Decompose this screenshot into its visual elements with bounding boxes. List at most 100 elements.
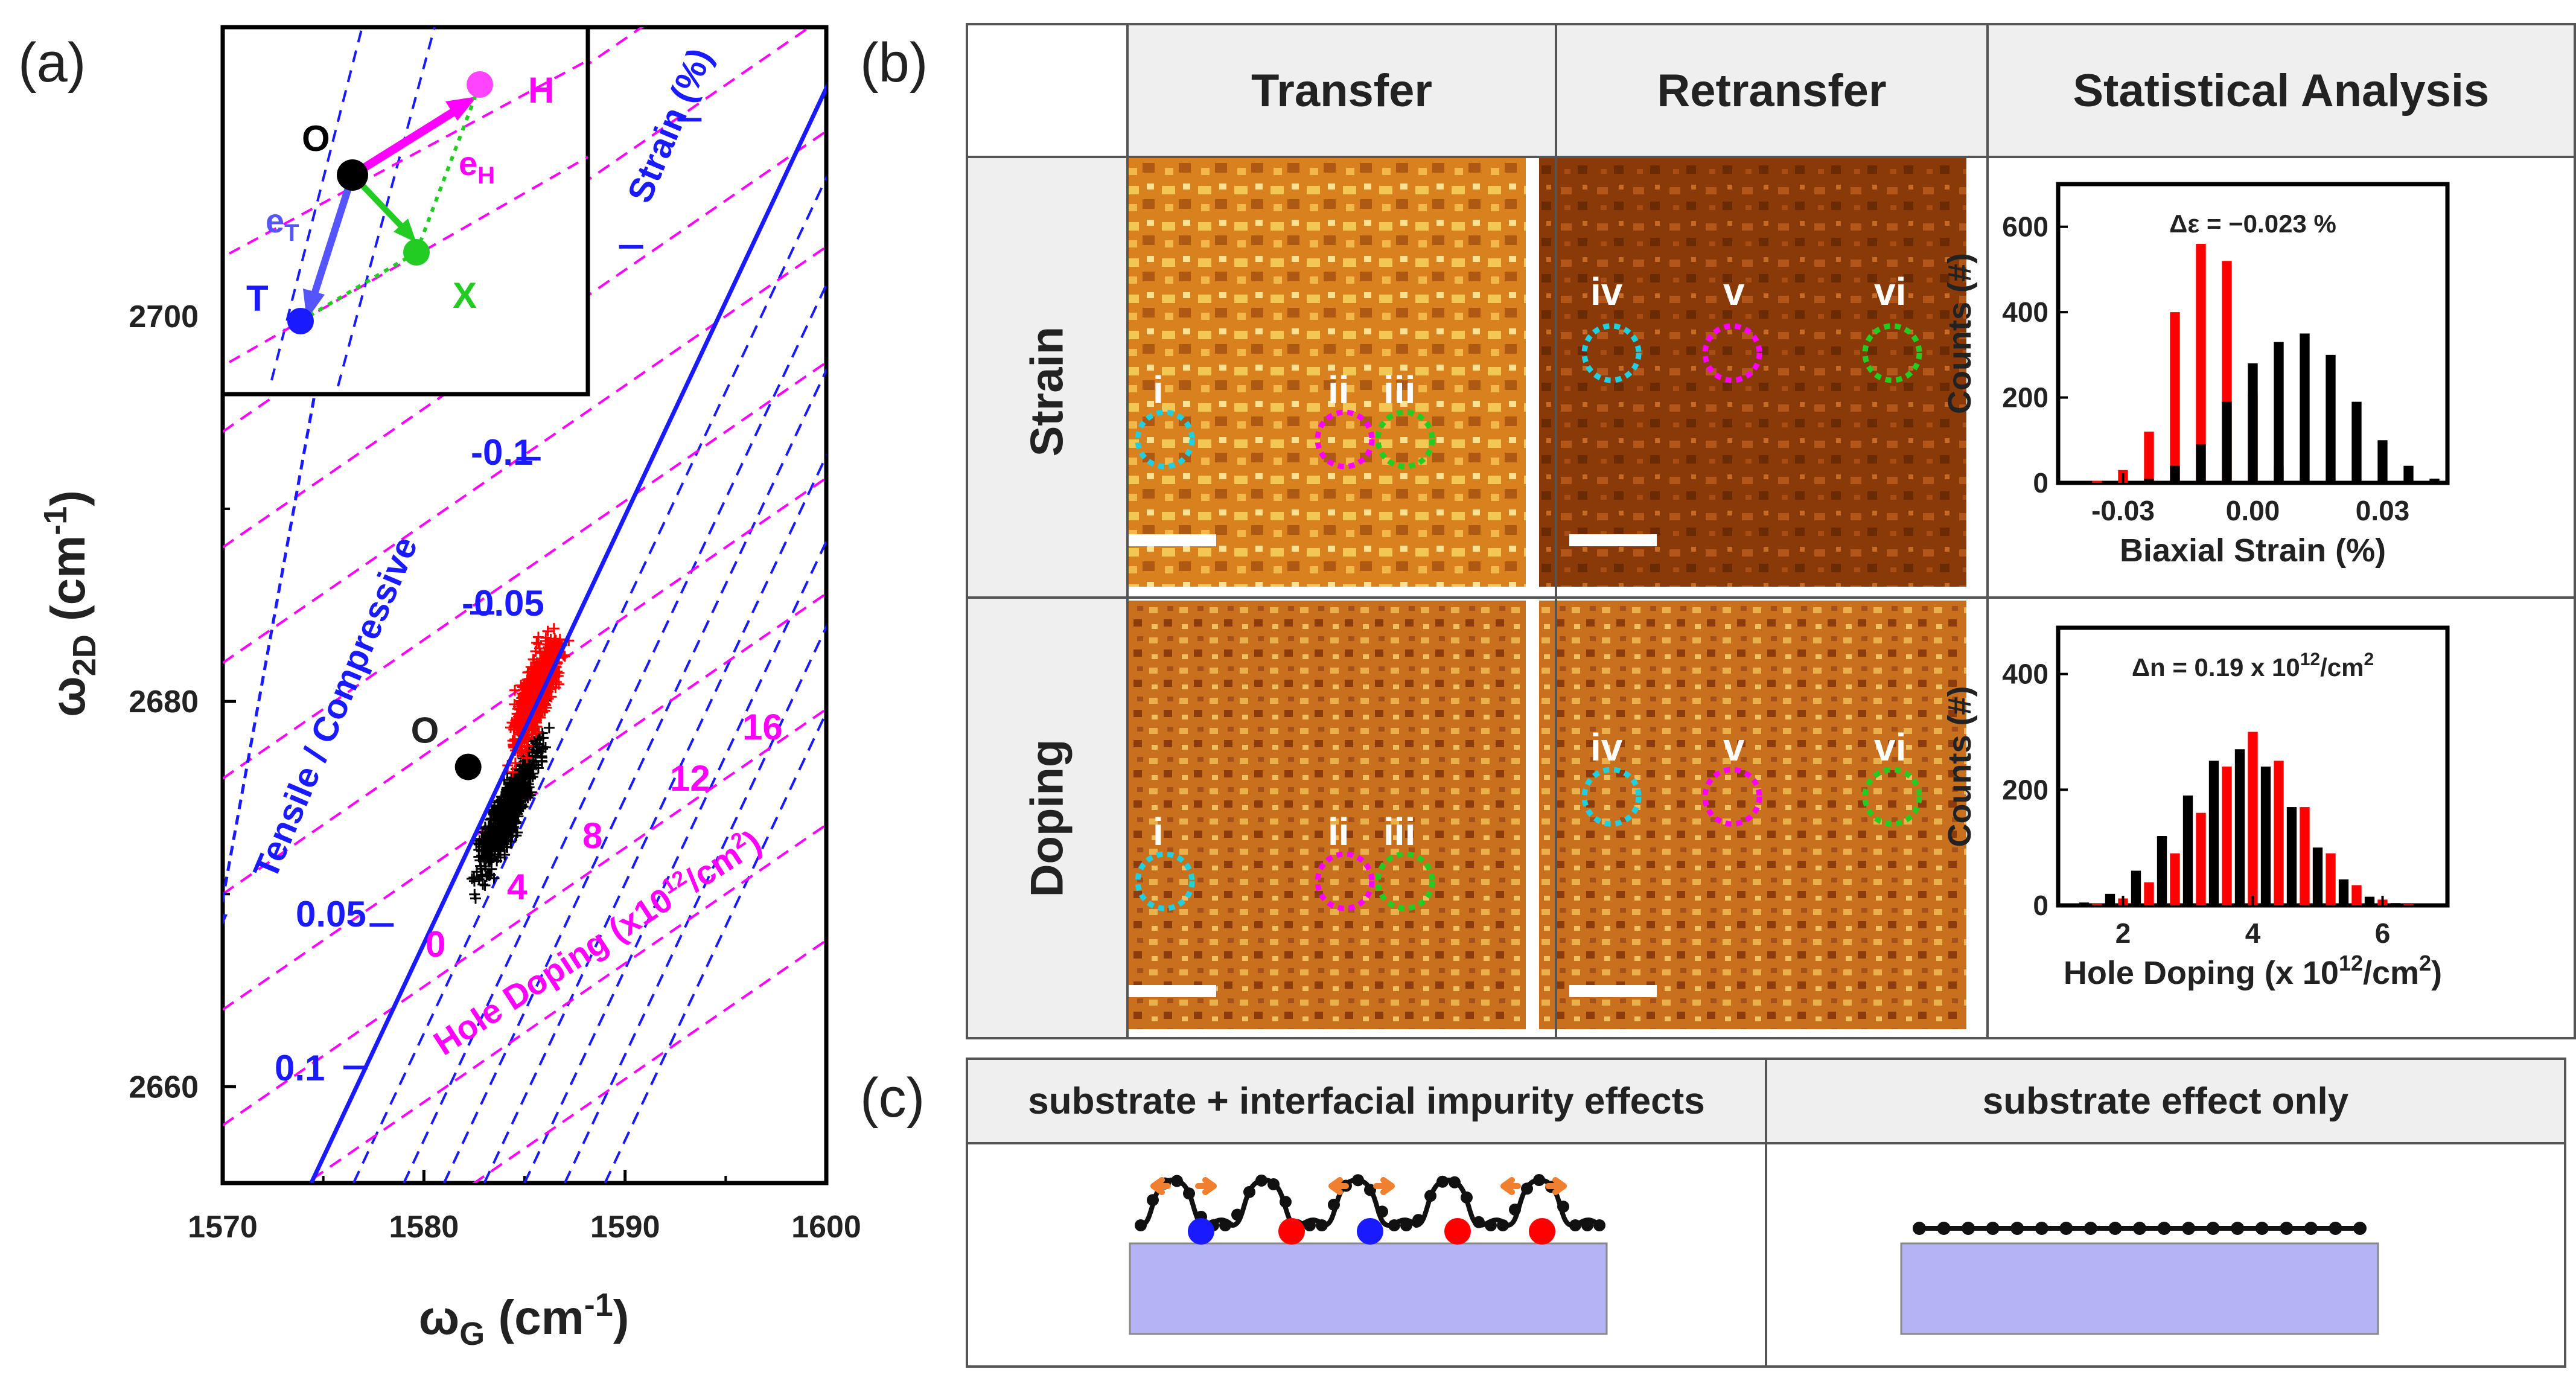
scatter-point [516,799,528,810]
scatter-point [468,872,480,883]
panel-b-table: Transfer Retransfer Statistical Analysis… [966,23,2576,1039]
scatter-point [486,813,497,825]
x-tick-label: 1600 [791,1210,861,1245]
doping-grid-lines [223,27,826,1183]
doping-tick-label: 12 [670,758,710,799]
strain-axis-label: Strain (%) [620,43,720,209]
scatter-point [473,851,485,863]
panel-label-a: (a) [18,32,86,94]
scatter-point [529,668,540,679]
iso-doping-line [523,538,826,1183]
scatter-point [528,662,539,673]
scatter-point [509,758,521,769]
arrow-head [223,914,228,925]
strain-tick-label: -0.05 [462,583,544,624]
scatter-point [542,662,553,673]
scatter-point [538,741,549,753]
scatter-point [522,689,534,701]
iso-strain-line [223,130,826,549]
scatter-point [528,741,540,753]
scatter-point [488,805,500,817]
iso-strain-line [472,939,826,1183]
scatter-point [476,863,487,875]
iso-strain-line [223,361,826,780]
strain-axis-line [309,83,826,1183]
scatter-point [516,692,528,704]
origin-point [454,753,482,780]
inset-point-o [337,159,368,191]
y-tick-label: 2700 [129,299,199,334]
inset-diagram: O H T X eT eH [229,27,588,387]
scatter-point [542,625,553,637]
iso-strain-line [223,246,826,664]
iso-strain-line [223,477,826,895]
scatter-point [531,681,543,692]
scatter-point [488,818,500,830]
y-tick-label: 2660 [129,1070,199,1105]
inset-point-h [467,71,493,98]
corner-cell [966,23,1129,158]
panel-label-c: (c) [860,1067,925,1129]
panel-label-b: (b) [860,32,928,94]
scatter-point [486,863,497,875]
scatter-point [487,804,499,815]
inset-label-t: T [246,278,269,319]
scatter-point [508,724,520,735]
panel-c-right-title: substrate effect only [1765,1058,2566,1144]
panel-c-table: substrate + interfacial impurity effects… [966,1058,2566,1368]
strain-grid-lines [352,175,826,1183]
scatter-point [479,879,491,891]
scatter-point [502,834,514,845]
scatter-point [505,780,516,792]
y-tick-label: 2680 [129,684,199,719]
scatter-point [512,708,523,719]
scatter-point [508,801,520,812]
iso-doping-line [442,368,826,1183]
iso-strain-line [223,708,826,1126]
inset-label-o: O [302,118,330,159]
iso-doping-line [352,175,826,1183]
scatter-point [526,786,537,798]
scatter-point [530,674,541,686]
panel-c-left-title: substrate + interfacial impurity effects [966,1058,1767,1144]
scatter-point [515,680,526,691]
origin-label: O [411,710,439,751]
scatter-point [510,817,521,829]
scatter-point [515,785,526,797]
scatter-point [535,712,546,723]
row-header-strain: Strain [966,156,1129,599]
scatter-point [520,768,531,780]
iso-strain-line [223,592,826,1011]
scatter-point [537,673,548,684]
doping-tick-label: 0 [426,924,445,965]
doping-tick-label: 8 [582,815,602,856]
scatter-point [529,750,541,762]
scatter-point [530,646,541,657]
scatter-point [492,837,503,848]
scatter-point [534,656,546,668]
scatter-point [531,637,543,649]
scatter-point [532,631,544,643]
scatter-point [523,677,534,689]
scatter-point [466,873,477,884]
strain-tick-label: -0.1 [471,432,533,473]
scatter-point [497,828,508,839]
column-header-transfer: Transfer [1126,23,1558,158]
scatter-point [486,829,497,841]
iso-strain-line [223,27,812,433]
scatter-point [482,840,494,852]
strain-tick-label: 0.1 [275,1048,325,1088]
scatter-points [466,623,575,904]
scatter-point [508,816,520,828]
scatter-point [526,723,538,734]
scatter-point [494,817,505,829]
doping-tick-label: 16 [742,707,783,747]
doping-tick-label: 4 [507,867,528,907]
scatter-point [507,767,518,778]
x-tick-label: 1570 [188,1210,258,1245]
scatter-point [540,635,552,646]
scatter-point [540,698,551,710]
scatter-point [528,724,540,736]
inset-label-et: eT [266,202,299,246]
inset-label-eh: eH [459,144,495,189]
